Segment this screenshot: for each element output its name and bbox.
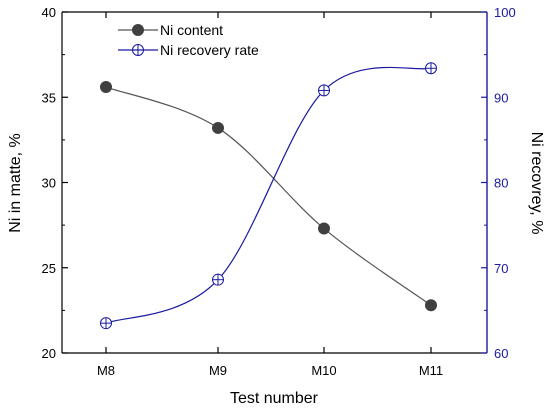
data-point-ni-content-m8 <box>100 81 112 94</box>
legend: Ni content Ni recovery rate <box>118 22 259 58</box>
series-line-ni-recovery-rate <box>105 66 432 324</box>
x-tick-label-M11: M11 <box>419 363 443 378</box>
x-axis-title: Test number <box>230 390 319 407</box>
legend-marker-ni-content <box>132 24 144 36</box>
y-left-tick-label-35: 35 <box>42 90 56 105</box>
data-point-ni-content-m10 <box>318 222 330 235</box>
series-line-ni-content <box>105 86 432 306</box>
x-tick-label-M8: M8 <box>97 363 115 378</box>
legend-label-ni-recovery: Ni recovery rate <box>160 42 259 58</box>
x-tick-label-M10: M10 <box>311 363 336 378</box>
y-left-tick-label-25: 25 <box>42 261 56 276</box>
y-axis-right-title: Ni recovrey, % <box>528 132 545 235</box>
y-axis-left-title: Ni in matte, % <box>7 133 24 233</box>
x-tick-label-M9: M9 <box>209 363 227 378</box>
data-point-ni-content-m9 <box>212 121 224 134</box>
y-left-tick-label-40: 40 <box>42 5 56 20</box>
y-right-tick-label-100: 100 <box>494 5 516 20</box>
legend-label-ni-content: Ni content <box>160 22 223 38</box>
y-left-tick-label-20: 20 <box>42 346 56 361</box>
y-right-tick-label-80: 80 <box>494 176 508 191</box>
y-right-tick-label-90: 90 <box>494 90 508 105</box>
y-right-tick-label-70: 70 <box>494 261 508 276</box>
y-right-tick-label-60: 60 <box>494 346 508 361</box>
y-left-tick-label-30: 30 <box>42 176 56 191</box>
data-point-ni-content-m11 <box>425 299 437 312</box>
